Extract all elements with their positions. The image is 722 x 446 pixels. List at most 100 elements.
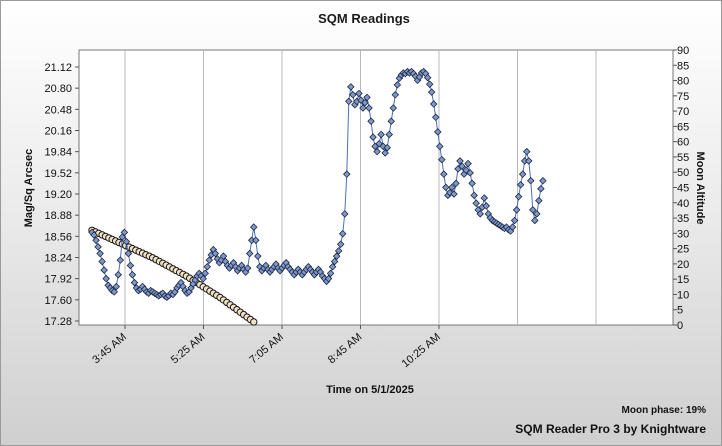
sqm-point [245,249,254,258]
sqm-point [464,159,472,168]
x-axis-label: Time on 5/1/2025 [326,384,414,396]
y2-tick-label: 60 [677,137,689,149]
sqm-point [116,256,125,264]
sqm-point [120,228,129,237]
sqm-point [211,249,220,258]
sqm-point [512,206,521,214]
x-axis-ticks: 3:45 AM 5:25 AM 7:05 AM 8:45 AM 10:25 AM [90,325,443,370]
sqm-point [387,117,396,126]
sqm-point [96,249,104,258]
sqm-point [529,206,537,214]
sqm-point [338,229,347,238]
x-tick-label: 7:05 AM [247,331,286,366]
sqm-point [102,274,110,283]
sqm-point [385,130,393,139]
sqm-point [249,223,258,231]
sqm-point [347,83,355,91]
sqm-readings-series [88,67,547,301]
sqm-point [508,223,517,231]
sqm-point [369,133,377,141]
sqm-point [243,264,252,272]
y2-tick-label: 25 [677,244,689,256]
y2-tick-label: 10 [677,289,689,301]
sqm-point [343,170,351,178]
sqm-point [355,89,363,98]
sqm-point [126,261,135,270]
sqm-point [452,179,460,188]
sqm-point [336,240,345,249]
sqm-point [92,236,100,245]
sqm-point [201,269,209,278]
right-axis-ticks: 0 5 10 15 20 25 30 35 40 45 50 55 60 65 70 75 80 85 90 [673,45,689,332]
sqm-point [361,98,369,107]
sqm-point [531,216,539,225]
y-tick-label: 20.48 [44,104,72,116]
sqm-point [365,104,373,112]
sqm-point [114,270,123,279]
y-tick-label: 18.24 [44,253,72,265]
y2-tick-label: 35 [677,213,689,225]
sqm-point [381,149,389,157]
sqm-point [431,113,440,122]
sqm-point [203,262,212,271]
sqm-point [480,194,489,202]
sqm-point [456,157,464,165]
y-axis-label: Mag/Sq Arcsec [23,149,35,227]
sqm-point [324,274,333,283]
sqm-point [199,274,207,283]
sqm-point [90,231,98,239]
credit-text: SQM Reader Pro 3 by Knightware [515,422,706,436]
y2-tick-label: 0 [677,320,683,332]
y-tick-label: 17.92 [44,274,72,286]
y2-tick-label: 90 [677,45,689,57]
y2-tick-label: 45 [677,183,689,195]
y2-tick-label: 40 [677,198,689,210]
sqm-point [128,270,137,279]
sqm-point [524,157,533,165]
sqm-point [425,80,434,88]
y-tick-label: 19.52 [44,168,72,180]
y-tick-label: 17.28 [44,316,72,328]
sqm-point [527,177,535,185]
sqm-point [359,104,367,112]
y-tick-label: 20.16 [44,126,72,138]
y2-tick-label: 55 [677,152,689,164]
sqm-point [363,93,371,102]
sqm-point [205,256,214,264]
y2-tick-label: 5 [677,305,683,317]
sqm-point [332,252,341,260]
sqm-point [389,104,398,112]
sqm-point [254,252,262,260]
sqm-point [472,199,480,208]
sqm-point [468,179,476,188]
sqm-point [391,91,400,99]
moon-phase-text: Moon phase: 19% [622,405,707,416]
y2-tick-label: 65 [677,121,689,133]
sqm-point [367,117,375,126]
y2-tick-label: 50 [677,167,689,179]
sqm-point [383,143,391,152]
y-tick-label: 19.84 [44,147,72,159]
sqm-point [94,243,102,251]
y2-tick-label: 20 [677,259,689,271]
sqm-point [330,257,339,266]
sqm-point [522,147,531,156]
sqm-point [345,97,353,106]
sqm-point [537,184,545,193]
sqm-point [518,170,527,178]
y-tick-label: 21.12 [44,62,72,74]
sqm-point [482,202,491,210]
sqm-point [423,73,432,82]
sqm-point [533,210,541,218]
sqm-point [470,191,478,200]
sqm-point [442,183,450,192]
sqm-point [466,169,474,177]
sqm-point [373,147,381,156]
sqm-point [328,262,337,271]
sqm-point [379,142,387,151]
sqm-point [436,142,444,151]
y-tick-label: 20.80 [44,83,72,95]
sqm-point [516,180,525,189]
x-tick-label: 5:25 AM [169,331,208,366]
